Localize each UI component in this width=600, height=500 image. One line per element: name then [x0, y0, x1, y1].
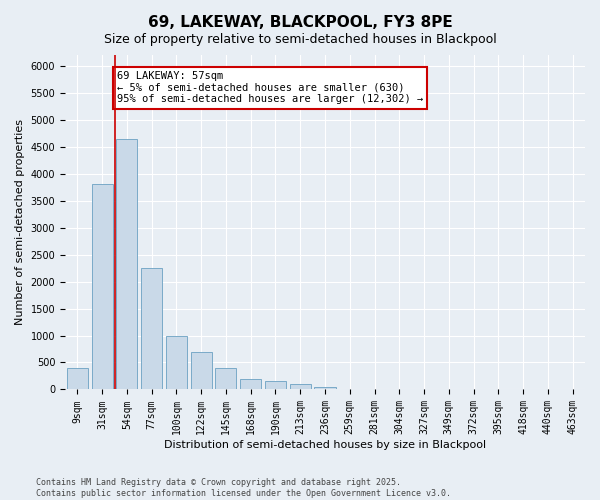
Text: Contains HM Land Registry data © Crown copyright and database right 2025.
Contai: Contains HM Land Registry data © Crown c…	[36, 478, 451, 498]
X-axis label: Distribution of semi-detached houses by size in Blackpool: Distribution of semi-detached houses by …	[164, 440, 486, 450]
Text: 69, LAKEWAY, BLACKPOOL, FY3 8PE: 69, LAKEWAY, BLACKPOOL, FY3 8PE	[148, 15, 452, 30]
Bar	[92, 184, 113, 390]
Bar	[191, 352, 212, 390]
Bar	[215, 368, 236, 390]
Bar	[141, 268, 162, 390]
Bar	[240, 378, 261, 390]
Bar	[166, 336, 187, 390]
Bar	[314, 387, 335, 390]
Bar	[290, 384, 311, 390]
Y-axis label: Number of semi-detached properties: Number of semi-detached properties	[15, 119, 25, 325]
Bar	[265, 382, 286, 390]
Bar	[116, 138, 137, 390]
Text: 69 LAKEWAY: 57sqm
← 5% of semi-detached houses are smaller (630)
95% of semi-det: 69 LAKEWAY: 57sqm ← 5% of semi-detached …	[117, 71, 423, 104]
Text: Size of property relative to semi-detached houses in Blackpool: Size of property relative to semi-detach…	[104, 32, 496, 46]
Bar	[67, 368, 88, 390]
